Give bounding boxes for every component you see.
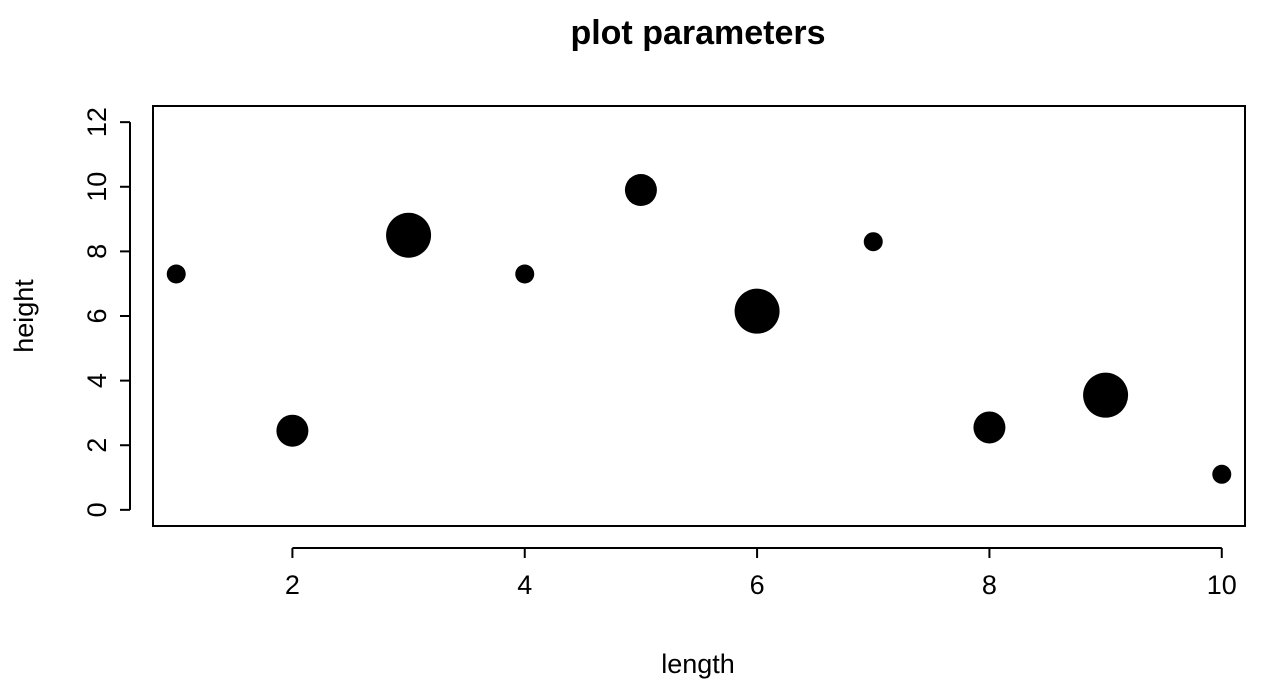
- data-point: [515, 264, 535, 284]
- y-tick-label: 6: [82, 308, 112, 323]
- y-tick-label: 2: [82, 438, 112, 453]
- y-tick-label: 4: [82, 373, 112, 388]
- data-point: [166, 264, 186, 284]
- data-point: [1212, 464, 1232, 484]
- data-points: [166, 174, 1232, 484]
- x-tick-label: 2: [285, 570, 300, 600]
- data-point: [276, 414, 309, 447]
- chart-title: plot parameters: [570, 14, 825, 52]
- data-point: [386, 212, 432, 258]
- x-axis-label: length: [661, 649, 735, 679]
- y-tick-label: 8: [82, 244, 112, 259]
- data-point: [624, 174, 657, 206]
- y-tick-label: 0: [82, 502, 112, 517]
- y-axis: 0 2 4 6 8 10 12: [82, 107, 131, 517]
- data-point: [734, 288, 780, 334]
- x-tick-label: 10: [1207, 570, 1237, 600]
- data-point: [973, 411, 1006, 444]
- x-axis: 2 4 6 8 10: [285, 547, 1237, 600]
- data-point: [863, 232, 883, 252]
- x-tick-label: 4: [517, 570, 532, 600]
- y-tick-label: 10: [82, 172, 112, 202]
- x-tick-label: 6: [750, 570, 765, 600]
- y-axis-label: height: [9, 279, 39, 353]
- data-point: [1083, 372, 1129, 418]
- x-tick-label: 8: [982, 570, 997, 600]
- y-tick-label: 12: [82, 107, 112, 137]
- plot-frame: [152, 105, 1246, 527]
